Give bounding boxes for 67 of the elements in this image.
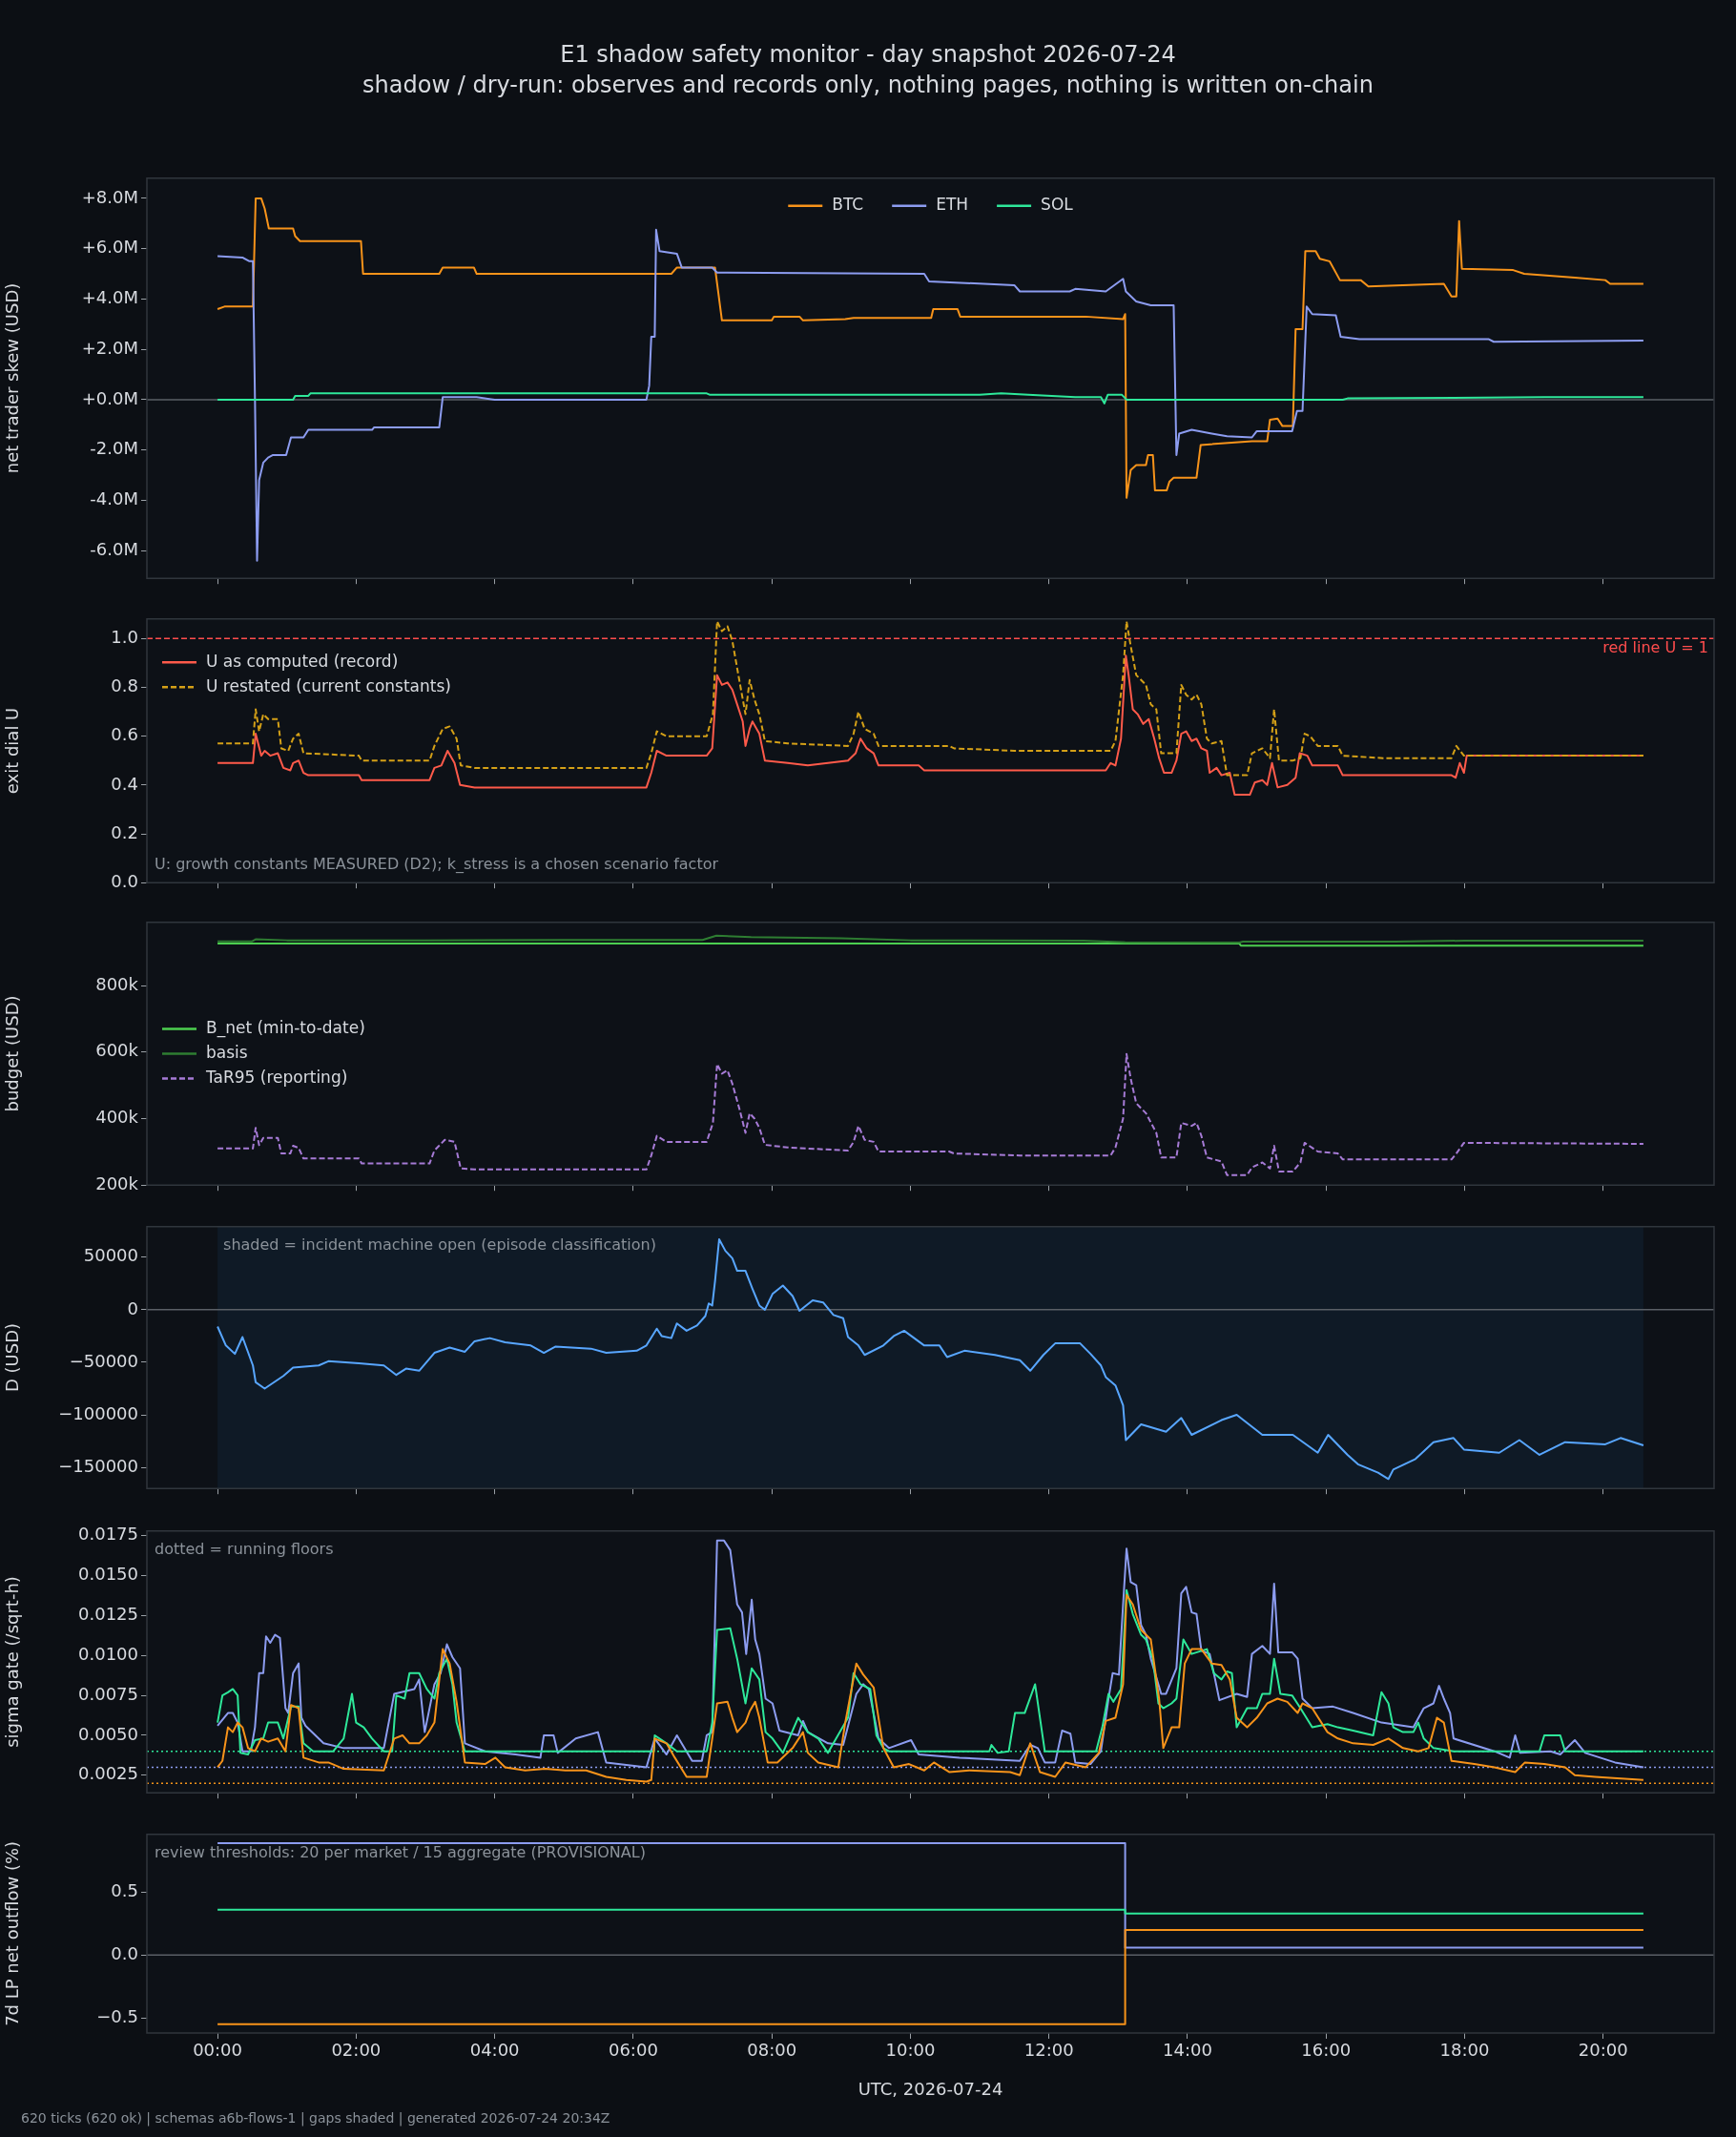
y-tick-label: 800k [95,973,139,994]
y-tick-label: 0.0 [111,870,138,891]
legend-label: basis [206,1042,248,1062]
y-axis-title: D (USD) [2,1322,23,1393]
annotation: dotted = running floors [155,1539,334,1558]
x-tick-label: 10:00 [885,2040,936,2061]
y-tick-label: 0.0075 [78,1683,138,1704]
x-tick-label: 16:00 [1301,2040,1352,2061]
y-tick-label: −0.5 [96,2005,138,2026]
y-tick-label: 0 [127,1297,138,1318]
annotation: review thresholds: 20 per market / 15 aggregate (PROVISIONAL) [155,1842,646,1861]
legend-label: B_net (min-to-date) [206,1017,365,1038]
y-tick-label: 200k [95,1172,139,1193]
text: 620 ticks (620 ok) | schemas a6b-flows-1 | gaps shaded | generated 2026-07-24 20:34Z [21,2109,610,2127]
y-axis-title: exit dial U [2,707,23,795]
legend-label: U restated (current constants) [206,675,451,695]
legend-label: TaR95 (reporting) [205,1067,348,1087]
x-tick-label: 12:00 [1023,2040,1074,2061]
chart-subtitle: shadow / dry-run: observes and records only, nothing pages, nothing is written on-chain [362,71,1374,100]
annotation: U: growth constants MEASURED (D2); k_stress is a chosen scenario factor [155,855,719,875]
ref-line-label: red line U = 1 [1602,638,1708,657]
y-tick-label: 0.5 [111,1880,138,1901]
x-tick-label: 20:00 [1578,2040,1628,2061]
y-tick-label: 0.8 [111,675,138,696]
y-tick-label: 600k [95,1040,139,1061]
y-tick-label: +8.0M [81,186,138,207]
y-tick-label: 0.4 [111,773,138,794]
legend-label: ETH [936,195,969,215]
y-tick-label: −100000 [58,1402,138,1423]
y-tick-label: 50000 [83,1245,138,1266]
y-tick-label: +4.0M [81,287,138,308]
y-axis-title: sigma gate (/sqrt-h) [2,1576,23,1748]
y-tick-label: 0.2 [111,821,138,842]
x-tick-label: 14:00 [1163,2040,1212,2061]
y-tick-label: +6.0M [81,237,138,258]
y-tick-label: +2.0M [81,337,138,358]
legend-label: SOL [1041,195,1074,215]
y-tick-label: −50000 [69,1350,138,1371]
legend-label: BTC [832,195,864,215]
y-tick-label: 0.0025 [78,1763,138,1784]
x-tick-label: 06:00 [608,2040,658,2061]
y-tick-label: 0.0050 [78,1723,138,1744]
x-tick-label: 04:00 [469,2040,520,2061]
x-tick-label: 02:00 [331,2040,382,2061]
y-tick-label: 1.0 [111,626,138,647]
chart-title: E1 shadow safety monitor - day snapshot 2026-07-24 [559,40,1177,70]
y-axis-title: net trader skew (USD) [2,282,23,474]
x-tick-label: 18:00 [1439,2040,1490,2061]
y-tick-label: -6.0M [90,538,138,559]
y-tick-label: 0.0 [111,1942,138,1963]
y-axis-title: budget (USD) [2,995,23,1112]
y-tick-label: -4.0M [90,488,138,509]
y-tick-label: 0.0150 [78,1564,138,1585]
y-tick-label: -2.0M [90,438,138,459]
y-tick-label: 400k [95,1107,139,1128]
x-axis-title: UTC, 2026-07-24 [858,2078,1003,2099]
y-axis-title: 7d LP net outflow (%) [2,1840,23,2026]
y-tick-label: −150000 [58,1455,138,1476]
band-label: shaded = incident machine open (episode classification) [223,1234,656,1254]
legend-label: U as computed (record) [206,651,399,671]
y-tick-label: 0.0100 [78,1643,138,1664]
y-tick-label: 0.0125 [78,1604,138,1625]
x-tick-label: 08:00 [747,2040,797,2061]
y-tick-label: +0.0M [81,387,138,408]
x-tick-label: 00:00 [193,2040,243,2061]
y-tick-label: 0.6 [111,724,138,745]
y-tick-label: 0.0175 [78,1524,138,1545]
